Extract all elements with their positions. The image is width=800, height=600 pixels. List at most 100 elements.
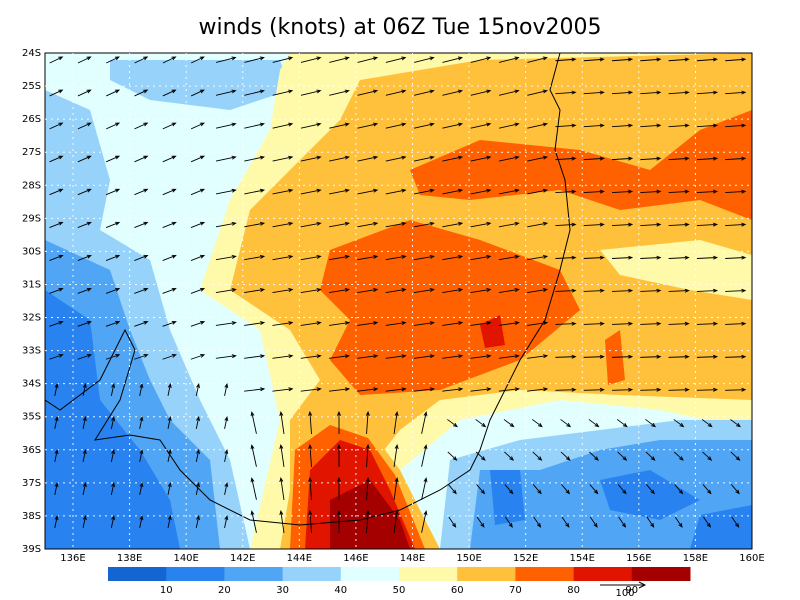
- wind-arrow: [134, 155, 149, 163]
- wind-arrow: [244, 321, 266, 326]
- wind-arrow: [105, 221, 121, 229]
- wind-arrow: [668, 90, 690, 95]
- wind-arrow: [105, 254, 121, 261]
- wind-arrow: [498, 321, 520, 326]
- lat-label: 39S: [22, 544, 41, 555]
- wind-arrow: [385, 155, 407, 162]
- wind-arrow: [329, 321, 351, 326]
- wind-arrow: [77, 122, 92, 130]
- wind-arrow: [357, 288, 379, 293]
- wind-arrow: [224, 415, 229, 429]
- wind-arrow: [244, 122, 265, 129]
- lon-label: 160E: [739, 553, 764, 564]
- wind-arrow: [329, 221, 350, 228]
- lon-label: 156E: [626, 553, 651, 564]
- wind-arrow: [357, 89, 379, 96]
- wind-arrow: [640, 255, 662, 260]
- wind-arrow: [385, 188, 407, 195]
- wind-arrow: [640, 156, 662, 161]
- wind-arrow: [674, 516, 683, 528]
- wind-arrow: [385, 354, 407, 359]
- wind-arrow: [190, 320, 206, 327]
- wind-arrow: [532, 451, 543, 461]
- wind-arrow: [250, 444, 257, 467]
- wind-arrow: [272, 155, 294, 162]
- wind-arrow: [696, 156, 719, 161]
- wind-arrow: [134, 188, 149, 196]
- wind-arrow: [224, 448, 229, 462]
- wind-arrow: [49, 188, 64, 196]
- wind-arrow: [195, 481, 200, 495]
- wind-arrow: [470, 122, 492, 129]
- wind-arrow: [190, 188, 206, 196]
- wind-arrow: [527, 354, 549, 359]
- wind-arrow: [696, 288, 719, 293]
- wind-arrow: [498, 188, 520, 195]
- wind-arrow: [442, 288, 464, 293]
- wind-arrow: [279, 443, 285, 467]
- wind-arrow: [532, 419, 543, 428]
- wind-arrow: [475, 419, 487, 428]
- wind-arrow: [640, 354, 662, 359]
- lat-label: 33S: [22, 346, 41, 357]
- wind-arrow: [106, 56, 120, 64]
- wind-arrow: [279, 476, 285, 500]
- wind-arrow: [357, 387, 379, 392]
- wind-arrow: [329, 155, 350, 162]
- wind-arrow: [272, 56, 294, 63]
- wind-arrow: [527, 221, 549, 228]
- wind-arrow: [110, 448, 116, 462]
- wind-arrow: [498, 56, 520, 63]
- wind-arrow: [442, 254, 464, 261]
- wind-arrow: [162, 89, 177, 97]
- wind-arrow: [357, 155, 379, 162]
- wind-arrow: [413, 321, 435, 326]
- lon-label: 146E: [343, 553, 368, 564]
- wind-arrow: [498, 354, 520, 359]
- colorbar-label: 10: [160, 585, 173, 596]
- wind-arrow: [583, 387, 605, 392]
- colorbar-box: [631, 567, 691, 581]
- wind-arrow: [527, 321, 549, 326]
- wind-arrow: [527, 254, 549, 261]
- wind-arrow: [215, 89, 237, 96]
- wind-arrow: [583, 90, 605, 95]
- lon-label: 144E: [287, 553, 312, 564]
- wind-arrow: [300, 188, 322, 195]
- wind-arrow: [555, 222, 577, 227]
- wind-arrow: [162, 287, 177, 294]
- wind-arrow: [195, 448, 200, 462]
- wind-arrow: [696, 255, 719, 260]
- wind-arrow: [272, 89, 294, 96]
- lat-label: 34S: [22, 379, 41, 390]
- wind-arrow: [640, 189, 662, 194]
- lat-label: 36S: [22, 445, 41, 456]
- wind-arrow: [645, 419, 657, 428]
- wind-arrow: [560, 451, 571, 461]
- wind-arrow: [470, 56, 492, 63]
- wind-arrow: [503, 419, 515, 428]
- lon-label: 138E: [117, 553, 142, 564]
- wind-arrow: [162, 56, 177, 64]
- wind-arrow: [105, 354, 121, 360]
- wind-arrow: [77, 89, 92, 97]
- wind-arrow: [442, 354, 464, 359]
- wind-arrow: [703, 516, 711, 528]
- lat-label: 38S: [22, 511, 41, 522]
- wind-arrow: [470, 321, 492, 326]
- wind-arrow: [421, 477, 428, 500]
- wind-arrow: [215, 122, 237, 129]
- wind-arrow: [504, 484, 514, 495]
- wind-arrow: [555, 387, 577, 392]
- wind-arrow: [337, 509, 341, 534]
- wind-arrow: [106, 122, 121, 130]
- contour-fill: [45, 53, 752, 549]
- wind-arrow: [555, 189, 577, 194]
- wind-arrow: [527, 56, 548, 63]
- wind-arrow: [668, 222, 690, 227]
- wind-arrow: [139, 448, 144, 462]
- reference-arrow: [600, 581, 647, 589]
- wind-arrow: [77, 155, 92, 163]
- wind-arrow: [725, 156, 747, 161]
